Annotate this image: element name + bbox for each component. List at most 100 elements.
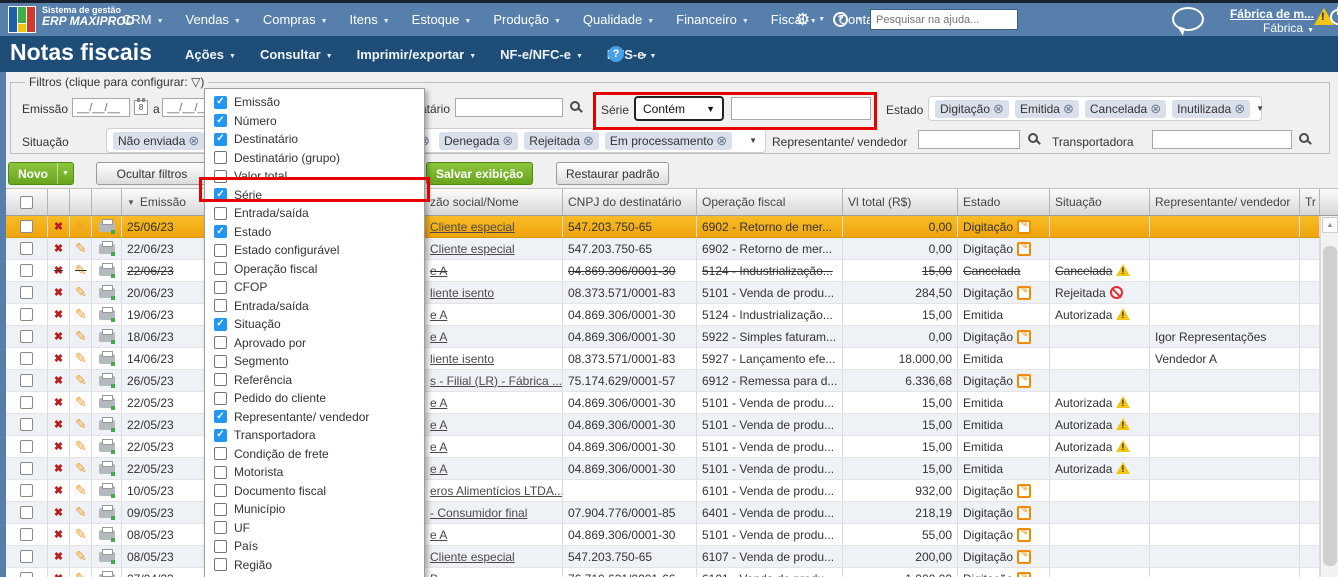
printer-icon[interactable] (98, 548, 115, 564)
column-chooser-item[interactable]: Pedido do cliente (205, 389, 424, 408)
column-chooser-item[interactable]: Município (205, 500, 424, 519)
representante-input[interactable] (918, 130, 1020, 149)
nav-menu-item[interactable]: Financeiro ▼ (676, 12, 749, 27)
printer-icon[interactable] (98, 570, 115, 577)
badge-close-icon[interactable]: ⊗ (716, 133, 728, 148)
printer-icon[interactable] (98, 350, 115, 366)
row-checkbox[interactable] (20, 550, 33, 563)
edit-pencil-icon[interactable]: ✎ (75, 328, 87, 344)
checkbox[interactable] (214, 262, 227, 276)
serie-operator-select[interactable]: Contém ▼ (634, 96, 724, 121)
edit-pencil-icon[interactable]: ✎ (75, 416, 87, 432)
delete-icon[interactable]: ✖ (53, 353, 64, 365)
estado-badge[interactable]: Emitida ⊗ (1014, 99, 1079, 118)
destinatario-link[interactable]: liente isento (430, 351, 495, 366)
delete-icon[interactable]: ✖ (53, 441, 64, 453)
ocultar-filtros-button[interactable]: Ocultar filtros (96, 162, 208, 185)
badge-close-icon[interactable]: ⊗ (583, 133, 594, 148)
chevron-down-icon[interactable]: ▼ (749, 136, 757, 145)
nav-menu-item[interactable]: Compras ▼ (263, 12, 328, 27)
checkbox[interactable]: ✓ (214, 225, 227, 239)
nav-menu-item[interactable]: Fiscal ▼ (771, 12, 817, 27)
badge-close-icon[interactable]: ⊗ (1150, 101, 1162, 116)
serie-value-input[interactable] (731, 97, 871, 120)
column-chooser-item[interactable]: UF (205, 519, 424, 538)
checkbox[interactable] (214, 169, 227, 183)
estado-edit-icon[interactable]: ✎ (1017, 241, 1032, 256)
edit-pencil-icon[interactable]: ✎ (75, 218, 87, 234)
chevron-down-icon[interactable]: ▼ (818, 16, 826, 23)
nav-menu-item[interactable]: Produção ▼ (493, 12, 561, 27)
edit-pencil-icon[interactable]: ✎ (75, 504, 87, 520)
search-icon[interactable] (1299, 133, 1309, 143)
checkbox[interactable]: ✓ (214, 188, 227, 202)
column-chooser-item[interactable]: ✓ Representante/ vendedor (205, 408, 424, 427)
edit-pencil-icon[interactable]: ✎ (75, 394, 87, 410)
page-menu-item[interactable]: Consultar ▼ (260, 47, 333, 62)
column-chooser-item[interactable]: ✓ Destinatário (205, 130, 424, 149)
col-header-cnpj[interactable]: CNPJ do destinatário (563, 189, 697, 215)
printer-icon[interactable] (98, 240, 115, 256)
row-checkbox[interactable] (20, 572, 33, 577)
delete-icon[interactable]: ✖ (53, 529, 64, 541)
filters-legend[interactable]: Filtros (clique para configurar: ▽) (25, 75, 209, 89)
delete-icon[interactable]: ✖ (53, 485, 64, 497)
warning-triangle-icon[interactable] (1116, 440, 1131, 453)
row-checkbox[interactable] (20, 374, 33, 387)
account-link[interactable]: Fábrica de m... (1229, 7, 1314, 21)
delete-icon[interactable]: ✖ (53, 507, 64, 519)
column-chooser-item[interactable]: ✓ Transportadora (205, 426, 424, 445)
col-header-transportadora[interactable]: Tr (1300, 189, 1320, 215)
row-checkbox[interactable] (20, 440, 33, 453)
app-logo-text[interactable]: Sistema de gestão ERP MAXIPROD (42, 5, 134, 29)
column-chooser-item[interactable]: Entrada/saída (205, 297, 424, 316)
checkbox[interactable]: ✓ (214, 428, 227, 442)
row-checkbox[interactable] (20, 462, 33, 475)
delete-icon[interactable]: ✖ (53, 331, 64, 343)
col-header-vl-total[interactable]: Vl total (R$) (843, 189, 958, 215)
checkbox[interactable] (214, 521, 227, 535)
row-checkbox[interactable] (20, 330, 33, 343)
destinatario-link[interactable]: e A (430, 263, 448, 278)
estado-badge[interactable]: Cancelada ⊗ (1084, 99, 1167, 118)
destinatario-link[interactable]: s - Filial (LR) - Fábrica ... (430, 373, 563, 388)
row-checkbox[interactable] (20, 396, 33, 409)
edit-pencil-icon[interactable]: ✎ (75, 570, 87, 577)
checkbox[interactable] (214, 502, 227, 516)
badge-close-icon[interactable]: ⊗ (1234, 101, 1246, 116)
column-chooser-item[interactable]: ✓ Estado (205, 223, 424, 242)
restaurar-padrao-button[interactable]: Restaurar padrão (556, 162, 670, 185)
destinatario-link[interactable]: e A (430, 329, 448, 344)
printer-icon[interactable] (98, 416, 115, 432)
printer-icon[interactable] (98, 526, 115, 542)
column-chooser-item[interactable]: ✓ Situação (205, 315, 424, 334)
help-icon[interactable]: ? (833, 12, 849, 27)
situacao-badge[interactable]: Em processamento ⊗ (604, 131, 733, 150)
edit-pencil-icon[interactable]: ✎ (75, 526, 87, 542)
warning-triangle-icon[interactable] (1116, 418, 1131, 431)
checkbox[interactable]: ✓ (214, 410, 227, 424)
delete-icon[interactable]: ✖ (53, 551, 64, 563)
destinatario-link[interactable]: - Consumidor final (430, 505, 528, 520)
delete-icon[interactable]: ✖ (53, 463, 64, 475)
destinatario-link[interactable]: eros Alimentícios LTDA... (430, 483, 563, 498)
row-checkbox[interactable] (20, 418, 33, 431)
delete-icon[interactable]: ✖ (53, 287, 64, 299)
column-chooser-item[interactable]: Valor total (205, 167, 424, 186)
salvar-exibicao-button[interactable]: Salvar exibição (426, 162, 534, 185)
calendar-icon[interactable]: 8 (134, 98, 148, 115)
column-chooser-item[interactable]: Aprovado por (205, 334, 424, 353)
checkbox[interactable] (214, 558, 227, 572)
app-logo-icon[interactable] (8, 6, 36, 33)
gear-icon[interactable]: ⚙ (795, 9, 811, 29)
nav-menu-item[interactable]: Estoque ▼ (412, 12, 472, 27)
printer-icon[interactable] (98, 460, 115, 476)
destinatario-link[interactable]: e A (430, 395, 448, 410)
checkbox[interactable] (214, 539, 227, 553)
scroll-up-icon[interactable]: ▲ (1322, 217, 1338, 233)
col-header-representante[interactable]: Representante/ vendedor (1150, 189, 1300, 215)
destinatario-link[interactable]: Cliente especial (430, 241, 515, 256)
column-chooser-item[interactable]: Documento fiscal (205, 482, 424, 501)
column-chooser-item[interactable]: Estado configurável (205, 241, 424, 260)
edit-pencil-icon[interactable]: ✎ (75, 350, 87, 366)
